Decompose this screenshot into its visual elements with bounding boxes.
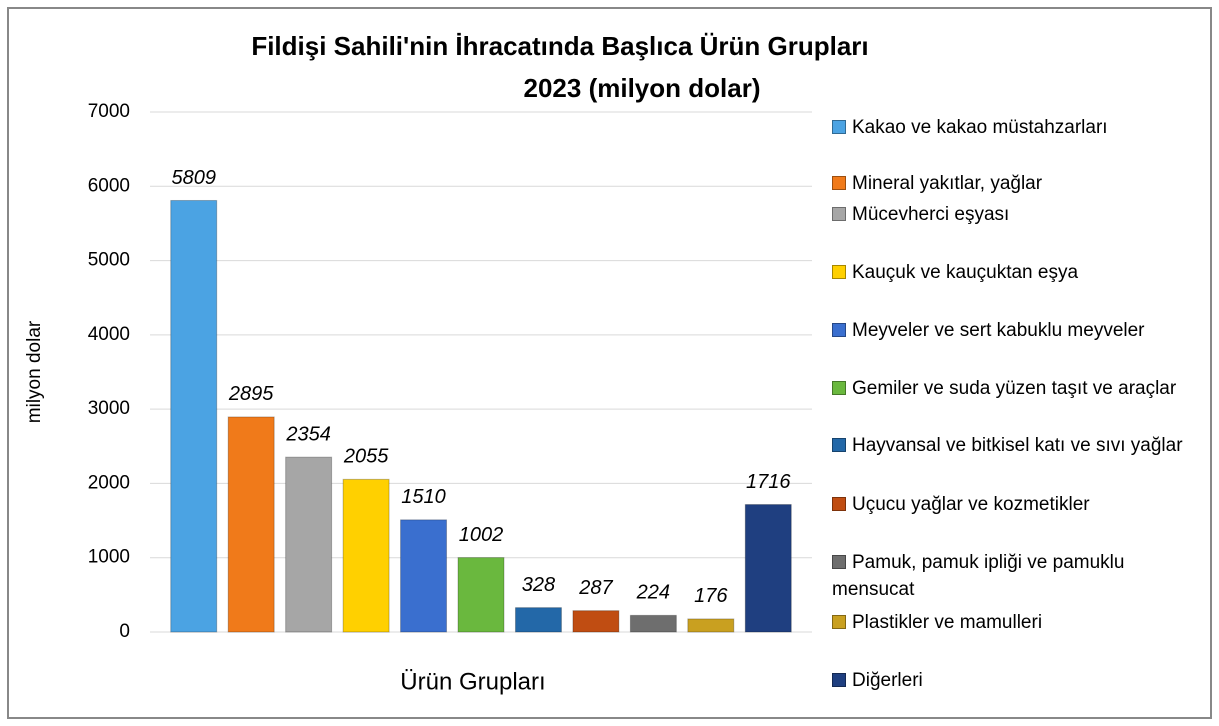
value-label: 287 [578,577,613,599]
bar [514,607,562,633]
bar [400,519,448,633]
chart-title: Fildişi Sahili'nin İhracatında Başlıca Ü… [251,31,868,61]
y-axis-label: milyon dolar [24,320,45,423]
legend-label: Mücevherci eşyası [852,204,1010,225]
y-tick-label: 6000 [88,175,130,196]
y-tick-label: 4000 [88,324,130,345]
value-label: 2055 [343,446,389,468]
legend-entry: Hayvansal ve bitkisel katı ve sıvı yağla… [832,432,1212,459]
legend-swatch [832,673,846,687]
legend-entry: Uçucu yağlar ve kozmetikler [832,491,1212,518]
legend-label: Mineral yakıtlar, yağlar [852,173,1043,194]
legend-swatch [832,381,846,395]
legend-swatch [832,265,846,279]
legend-label: Kakao ve kakao müstahzarları [852,117,1108,138]
bar [342,478,390,633]
bar [572,610,620,633]
legend-swatch [832,323,846,337]
chart-subtitle: 2023 (milyon dolar) [524,73,761,103]
bar [629,614,677,633]
legend-entry: Kauçuk ve kauçuktan eşya [832,259,1212,286]
bar [457,557,505,633]
legend-swatch [832,207,846,221]
legend-label: Uçucu yağlar ve kozmetikler [852,494,1090,515]
legend-entry: Mücevherci eşyası [832,201,1212,228]
legend-label: Meyveler ve sert kabuklu meyveler [852,320,1145,341]
value-label: 2354 [285,423,331,445]
x-axis-label: Ürün Grupları [400,668,545,695]
legend-entry: Meyveler ve sert kabuklu meyveler [832,317,1212,344]
legend-label: Hayvansal ve bitkisel katı ve sıvı yağla… [852,435,1183,456]
y-tick-label: 1000 [88,547,130,568]
y-tick-label: 5000 [88,250,130,271]
value-label: 176 [694,585,728,607]
legend-swatch [832,555,846,569]
bar [227,416,275,633]
legend-entry: Pamuk, pamuk ipliği ve pamuklu mensucat [832,549,1212,603]
legend-entry: Mineral yakıtlar, yağlar [832,170,1212,197]
bar [170,199,218,633]
legend-swatch [832,120,846,134]
value-label: 328 [522,574,555,596]
value-label: 224 [636,582,670,604]
legend-label: Kauçuk ve kauçuktan eşya [852,262,1079,283]
legend-swatch [832,176,846,190]
legend-swatch [832,438,846,452]
y-tick-label: 2000 [88,472,130,493]
legend-label: Plastikler ve mamulleri [852,612,1043,633]
legend-swatch [832,497,846,511]
bar [687,618,735,633]
value-label: 5809 [171,167,216,189]
legend-entry: Diğerleri [832,667,1212,694]
legend-label: Diğerleri [852,670,923,691]
y-tick-label: 3000 [88,398,130,419]
legend-entry: Gemiler ve suda yüzen taşıt ve araçlar [832,375,1212,402]
value-label: 2895 [228,383,274,405]
legend-entry: Plastikler ve mamulleri [832,609,1212,636]
legend-entry: Kakao ve kakao müstahzarları [832,114,1212,141]
legend-swatch [832,615,846,629]
legend-label: Pamuk, pamuk ipliği ve pamuklu mensucat [832,552,1125,600]
legend-label: Gemiler ve suda yüzen taşıt ve araçlar [852,378,1177,399]
y-tick-label: 0 [119,621,130,642]
value-label: 1002 [459,524,504,546]
value-label: 1510 [401,486,446,508]
y-tick-label: 7000 [88,101,130,122]
bar [744,504,792,633]
value-label: 1716 [746,471,791,493]
bar [285,456,333,633]
